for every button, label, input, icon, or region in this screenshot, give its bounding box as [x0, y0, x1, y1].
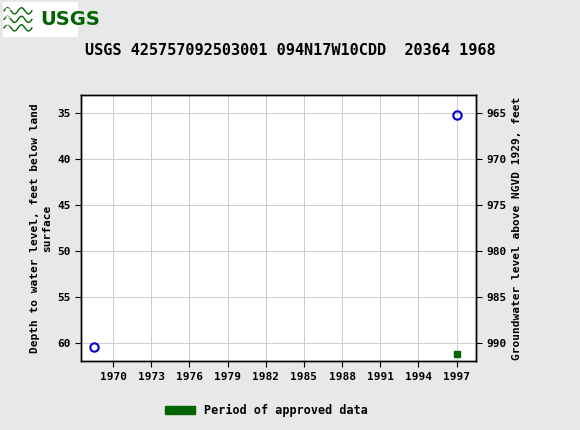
Text: USGS: USGS	[41, 10, 100, 29]
Text: ~: ~	[5, 11, 12, 24]
Text: ~: ~	[5, 3, 12, 16]
Y-axis label: Groundwater level above NGVD 1929, feet: Groundwater level above NGVD 1929, feet	[512, 96, 522, 359]
Bar	[3, 2, 78, 37]
Text: USGS 425757092503001 094N17W10CDD  20364 1968: USGS 425757092503001 094N17W10CDD 20364 …	[85, 43, 495, 58]
Y-axis label: Depth to water level, feet below land
surface: Depth to water level, feet below land su…	[30, 103, 52, 353]
Legend: Period of approved data: Period of approved data	[161, 399, 373, 422]
Text: ~: ~	[5, 18, 12, 32]
